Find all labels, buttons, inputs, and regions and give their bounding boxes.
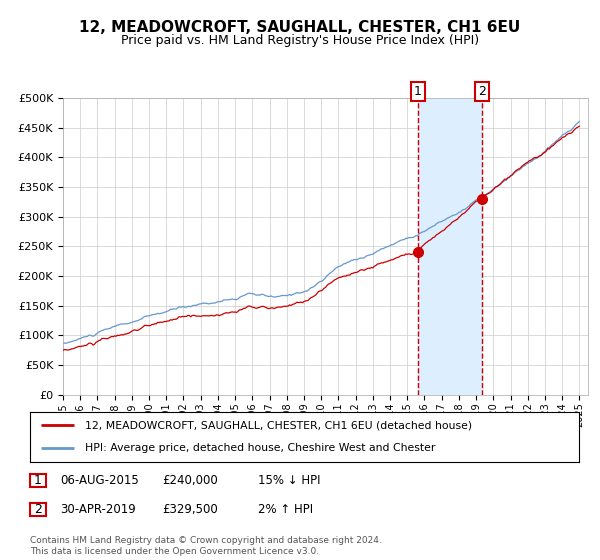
Text: 2: 2 — [478, 85, 486, 98]
Text: £329,500: £329,500 — [162, 503, 218, 516]
Text: Contains HM Land Registry data © Crown copyright and database right 2024.
This d: Contains HM Land Registry data © Crown c… — [30, 536, 382, 556]
Text: 30-APR-2019: 30-APR-2019 — [60, 503, 136, 516]
Text: 15% ↓ HPI: 15% ↓ HPI — [258, 474, 320, 487]
Text: Price paid vs. HM Land Registry's House Price Index (HPI): Price paid vs. HM Land Registry's House … — [121, 34, 479, 46]
Bar — [418, 98, 482, 395]
Text: 06-AUG-2015: 06-AUG-2015 — [60, 474, 139, 487]
Text: 2: 2 — [34, 503, 42, 516]
Text: 12, MEADOWCROFT, SAUGHALL, CHESTER, CH1 6EU: 12, MEADOWCROFT, SAUGHALL, CHESTER, CH1 … — [79, 20, 521, 35]
Text: HPI: Average price, detached house, Cheshire West and Chester: HPI: Average price, detached house, Ches… — [85, 444, 435, 454]
Text: £240,000: £240,000 — [162, 474, 218, 487]
Text: 1: 1 — [34, 474, 42, 487]
Text: 2% ↑ HPI: 2% ↑ HPI — [258, 503, 313, 516]
Text: 12, MEADOWCROFT, SAUGHALL, CHESTER, CH1 6EU (detached house): 12, MEADOWCROFT, SAUGHALL, CHESTER, CH1 … — [85, 420, 472, 430]
Text: 1: 1 — [413, 85, 422, 98]
